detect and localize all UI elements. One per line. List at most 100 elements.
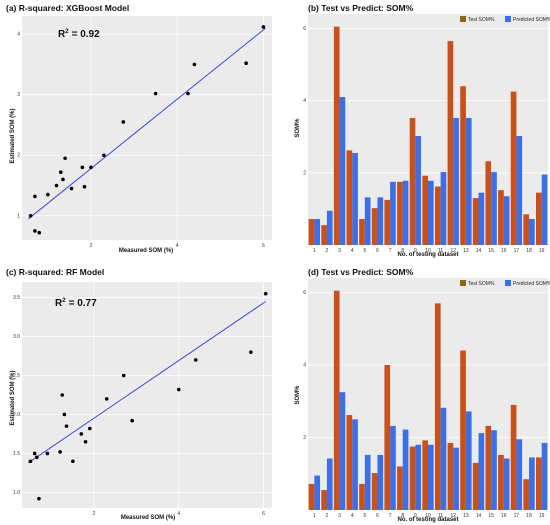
scatter-point bbox=[153, 91, 158, 96]
bar-predicted-som bbox=[377, 454, 384, 510]
x-tick-label: 14 bbox=[476, 513, 482, 519]
scatter-point bbox=[186, 91, 190, 96]
bar-predicted-som bbox=[440, 172, 447, 245]
scatter-point bbox=[80, 165, 85, 170]
scatter-point bbox=[104, 397, 109, 401]
panel-a-r2-annotation: R2 = 0.92 bbox=[58, 29, 100, 40]
bar-test-som bbox=[434, 303, 441, 510]
panel-c-r2-annotation: R2 = 0.77 bbox=[55, 298, 97, 309]
panel-c-rf-scatter: (c) R-squared: RF Model 2 4 6 1.0 1.5 2.0 2.5 3… bbox=[6, 267, 272, 521]
legend-label: Test SOM% bbox=[468, 281, 495, 287]
scatter-point bbox=[28, 459, 33, 464]
panel-c-plot-area bbox=[22, 282, 272, 508]
legend-swatch bbox=[505, 280, 511, 286]
bar-predicted-som bbox=[503, 458, 510, 510]
scatter-point bbox=[263, 291, 268, 296]
scatter-point bbox=[87, 426, 92, 431]
y-tick-label: 2 bbox=[17, 153, 20, 159]
bar-predicted-som bbox=[541, 442, 548, 510]
x-tick-label: 11 bbox=[438, 513, 443, 519]
bar-test-som bbox=[536, 457, 542, 510]
legend-swatch bbox=[505, 16, 511, 22]
bar-test-som bbox=[485, 425, 492, 510]
x-tick-label: 2 bbox=[93, 511, 96, 517]
scatter-point bbox=[121, 120, 126, 124]
x-tick-label: 8 bbox=[401, 513, 404, 519]
bar-predicted-som bbox=[390, 181, 396, 245]
scatter-point bbox=[193, 358, 198, 362]
x-tick-label: 19 bbox=[539, 513, 545, 519]
bar-predicted-som bbox=[339, 97, 346, 245]
bar-predicted-som bbox=[440, 407, 447, 510]
scatter-point bbox=[121, 373, 126, 378]
y-tick-label: 2 bbox=[303, 170, 306, 176]
bar-predicted-som bbox=[326, 458, 333, 510]
bar-predicted-som bbox=[516, 135, 523, 245]
bar-predicted-som bbox=[352, 419, 358, 510]
bar-predicted-som bbox=[428, 444, 434, 510]
y-tick-label: 3.5 bbox=[13, 295, 20, 301]
bar-test-som bbox=[460, 350, 466, 510]
bar-predicted-som bbox=[339, 392, 346, 510]
bar-test-som bbox=[498, 190, 504, 245]
x-tick-label: 4 bbox=[177, 511, 180, 517]
scatter-point bbox=[102, 153, 106, 158]
bar-test-som bbox=[434, 186, 441, 245]
panel-c-gridlines bbox=[22, 282, 272, 508]
scatter-point bbox=[33, 194, 37, 199]
x-tick-label: 10 bbox=[425, 248, 431, 254]
legend-swatch bbox=[460, 16, 466, 22]
x-tick-label: 4 bbox=[351, 248, 354, 254]
bar-predicted-som bbox=[516, 439, 523, 510]
bar-test-som bbox=[333, 26, 340, 245]
panel-b-xlabel: No. of testing dataset bbox=[397, 252, 458, 258]
x-tick-label: 2 bbox=[326, 513, 329, 519]
bar-test-som bbox=[472, 462, 479, 510]
panel-a-plot-area bbox=[22, 16, 272, 240]
y-tick-label: 2.0 bbox=[13, 412, 20, 418]
bar-test-som bbox=[447, 442, 454, 510]
legend-label: Predicted SOM% bbox=[513, 17, 550, 23]
panel-b-legend: Test SOM% Predicted SOM% bbox=[460, 16, 550, 23]
x-tick-label: 6 bbox=[262, 511, 265, 517]
panel-a-ylabel: Estimated SOM (%) bbox=[10, 108, 16, 163]
y-tick-label: 1 bbox=[17, 213, 20, 219]
panel-a-title: (a) R-squared: XGBoost Model bbox=[6, 3, 129, 13]
bar-test-som bbox=[485, 161, 492, 245]
x-tick-label: 3 bbox=[338, 513, 341, 519]
scatter-point bbox=[244, 61, 248, 66]
y-tick-label: 6 bbox=[303, 290, 306, 296]
panel-d-title: (d) Test vs Predict: SOM% bbox=[308, 267, 414, 277]
bar-test-som bbox=[308, 483, 315, 510]
bar-test-som bbox=[346, 150, 353, 245]
x-tick-label: 10 bbox=[425, 513, 431, 519]
bar-predicted-som bbox=[352, 152, 358, 245]
bar-test-som bbox=[510, 91, 517, 245]
bar-predicted-som bbox=[529, 457, 535, 510]
x-tick-label: 4 bbox=[351, 513, 354, 519]
x-tick-label: 5 bbox=[363, 248, 366, 254]
bar-predicted-som bbox=[314, 475, 320, 510]
y-tick-label: 3.0 bbox=[13, 334, 20, 340]
panel-c-ylabel: Estimated SOM (%) bbox=[10, 370, 16, 425]
bar-test-som bbox=[321, 490, 327, 510]
bar-test-som bbox=[409, 117, 416, 245]
panel-b-bars bbox=[308, 26, 548, 245]
scatter-point bbox=[69, 186, 74, 191]
bar-predicted-som bbox=[402, 180, 409, 245]
panel-a-points bbox=[28, 25, 266, 235]
x-tick-label: 12 bbox=[450, 248, 456, 254]
bar-test-som bbox=[498, 454, 504, 510]
scatter-point bbox=[176, 387, 181, 392]
x-tick-label: 11 bbox=[438, 248, 443, 254]
panel-b-ylabel: SOM% bbox=[295, 118, 301, 138]
bar-test-som bbox=[409, 446, 416, 510]
bar-predicted-som bbox=[415, 444, 422, 510]
x-tick-label: 16 bbox=[501, 248, 507, 254]
bar-predicted-som bbox=[428, 180, 434, 245]
y-tick-label: 3 bbox=[17, 92, 20, 98]
x-tick-label: 14 bbox=[476, 248, 482, 254]
scatter-point bbox=[58, 450, 62, 454]
x-tick-label: 17 bbox=[514, 248, 520, 254]
